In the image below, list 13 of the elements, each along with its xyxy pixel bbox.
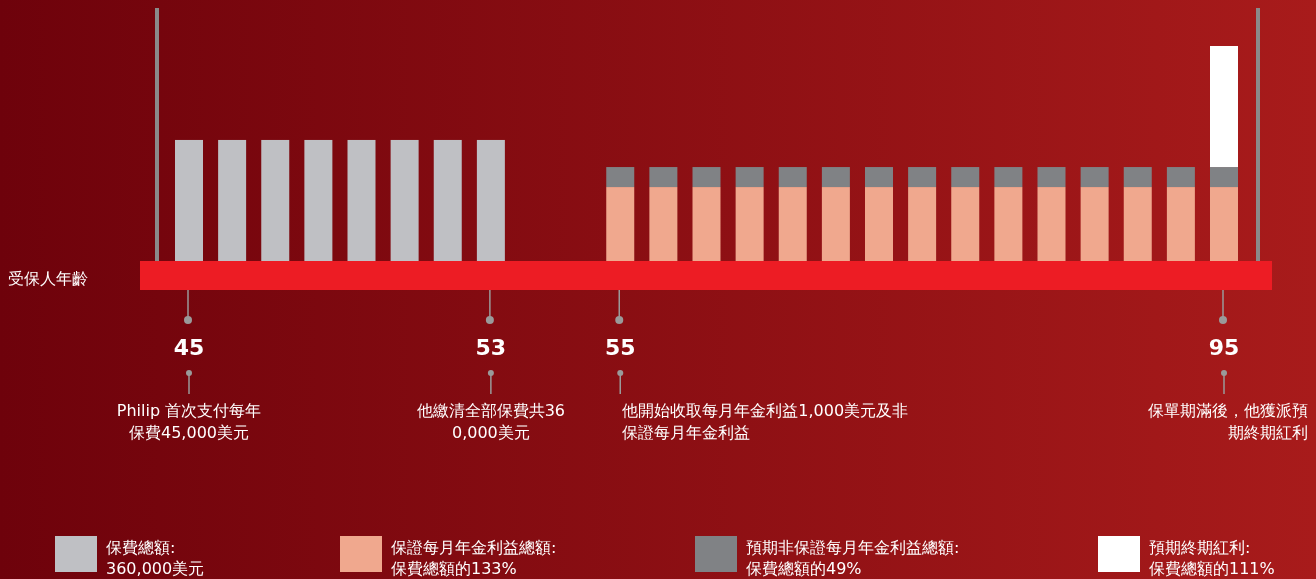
text: 他開始收取每月年金利益1,000美元及非保證每月年金利益 [622, 401, 909, 442]
x-tick-label: 95 [1208, 335, 1240, 360]
x-tick-label: 53 [475, 335, 507, 360]
x-axis-title: 受保人年齡 [8, 269, 88, 288]
legend-label: 保證每月年金利益總額: 保費總額的133% [391, 538, 557, 578]
text: 保單期滿後，他獲派預期終期紅利 [1148, 401, 1308, 442]
x-tick-label: 45 [173, 335, 205, 360]
legend-label: 預期終期紅利: 保費總額的111% [1149, 538, 1275, 578]
legend-label: 預期非保證每月年金利益總額: 保費總額的49% [746, 538, 960, 578]
legend-label: 保費總額: 360,000美元 [106, 538, 205, 578]
x-tick-label: 55 [604, 335, 636, 360]
text: 他繳清全部保費共360,000美元 [416, 401, 566, 442]
text: Philip 首次支付每年保費45,000美元 [116, 401, 262, 442]
